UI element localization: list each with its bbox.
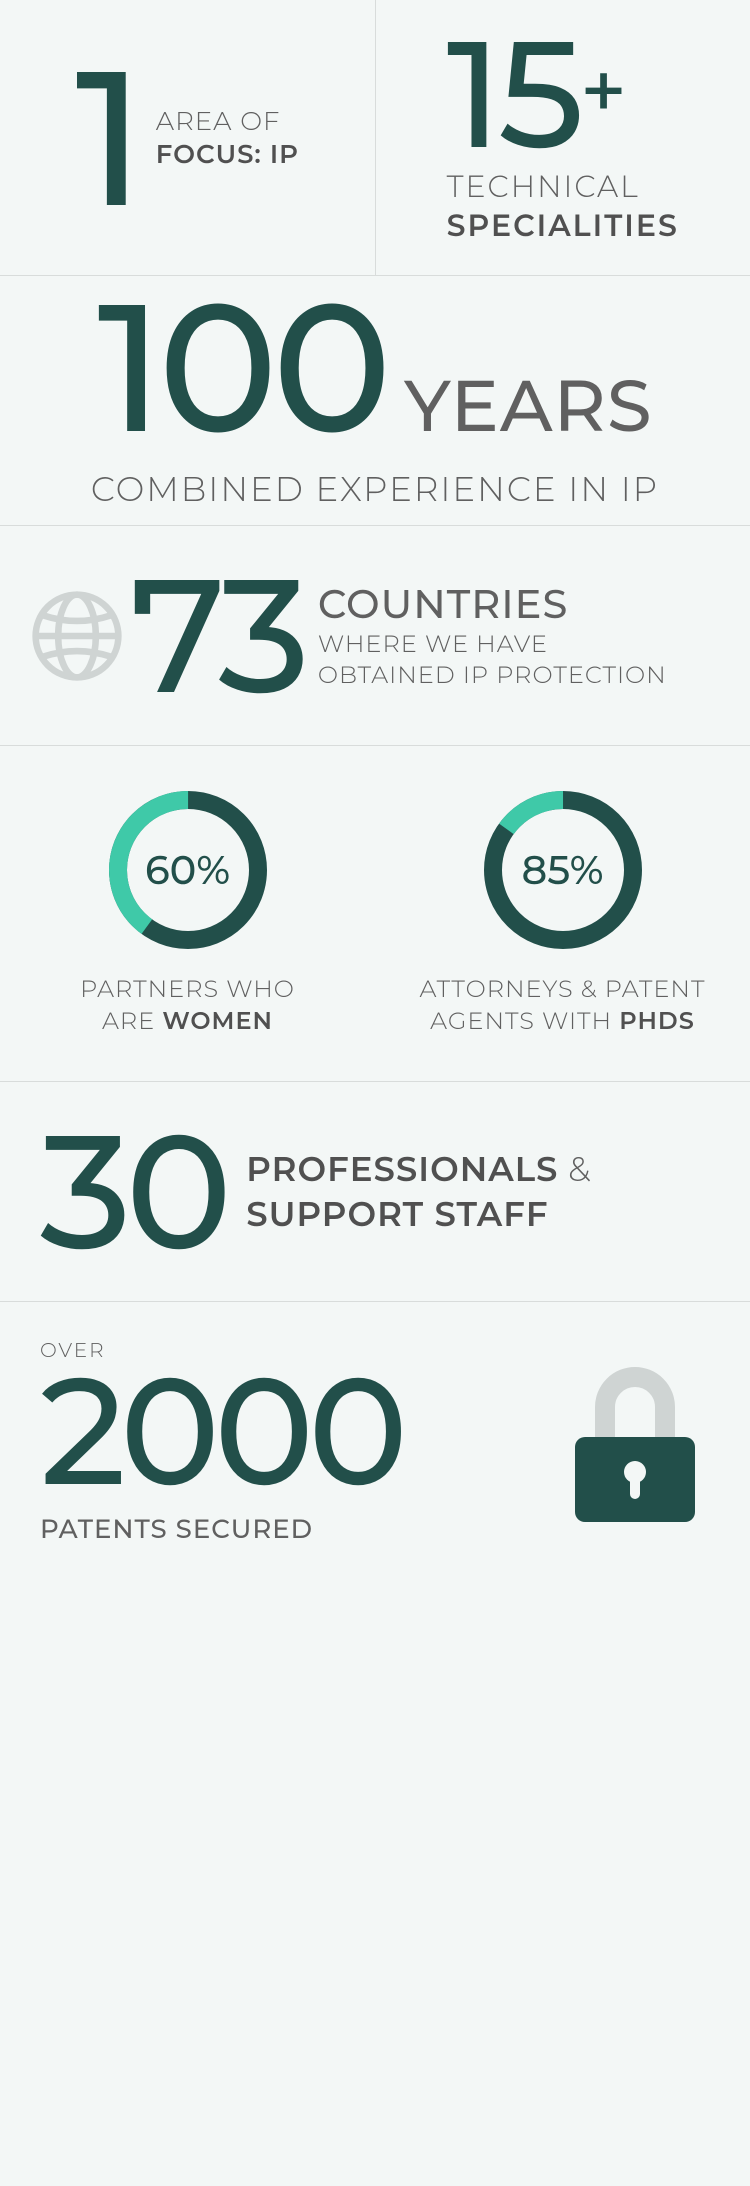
stat-number: 30 — [40, 1124, 226, 1260]
stat-number: 1 — [75, 57, 141, 219]
donut-value: 85% — [483, 790, 643, 950]
stat-card-women-partners: 60% PARTNERS WHO ARE WOMEN — [0, 746, 375, 1081]
stat-card-focus: 1 AREA OF FOCUS: IP — [0, 0, 376, 275]
stat-number: 100 — [97, 291, 386, 444]
donut-value: 60% — [108, 790, 268, 950]
donut-chart: 85% — [483, 790, 643, 950]
stat-number: 73 — [130, 568, 304, 704]
stat-row-countries: 73 COUNTRIES WHERE WE HAVE OBTAINED IP P… — [0, 526, 750, 746]
stat-label: PROFESSIONALS & SUPPORT STAFF — [246, 1147, 591, 1235]
stat-label: PARTNERS WHO ARE WOMEN — [80, 974, 295, 1036]
lock-icon — [560, 1357, 710, 1527]
plus-sign: + — [580, 43, 627, 140]
stat-label: AREA OF FOCUS: IP — [156, 105, 299, 170]
stat-label: COUNTRIES WHERE WE HAVE OBTAINED IP PROT… — [318, 580, 667, 691]
globe-icon — [30, 589, 124, 683]
stat-label: TECHNICAL SPECIALITIES — [447, 167, 679, 245]
stat-unit: YEARS — [404, 362, 653, 450]
stat-number: 2000 — [40, 1367, 402, 1495]
stat-card-phd-attorneys: 85% ATTORNEYS & PATENT AGENTS WITH PHDS — [375, 746, 750, 1081]
stat-row-staff: 30 PROFESSIONALS & SUPPORT STAFF — [0, 1082, 750, 1302]
stat-label: COMBINED EXPERIENCE IN IP — [91, 468, 659, 510]
stat-card-specialities: 15+ TECHNICAL SPECIALITIES — [376, 0, 750, 275]
donut-chart: 60% — [108, 790, 268, 950]
stat-row-focus-specialities: 1 AREA OF FOCUS: IP 15+ TECHNICAL SPECIA… — [0, 0, 750, 276]
stat-label: PATENTS SECURED — [40, 1513, 402, 1545]
stat-row-experience: 100 YEARS COMBINED EXPERIENCE IN IP — [0, 276, 750, 526]
stat-number: 15 — [447, 2, 581, 185]
stat-label: ATTORNEYS & PATENT AGENTS WITH PHDS — [420, 974, 706, 1036]
stat-row-percentages: 60% PARTNERS WHO ARE WOMEN 85% ATTORNEYS… — [0, 746, 750, 1082]
stat-row-patents: OVER 2000 PATENTS SECURED — [0, 1302, 750, 1582]
